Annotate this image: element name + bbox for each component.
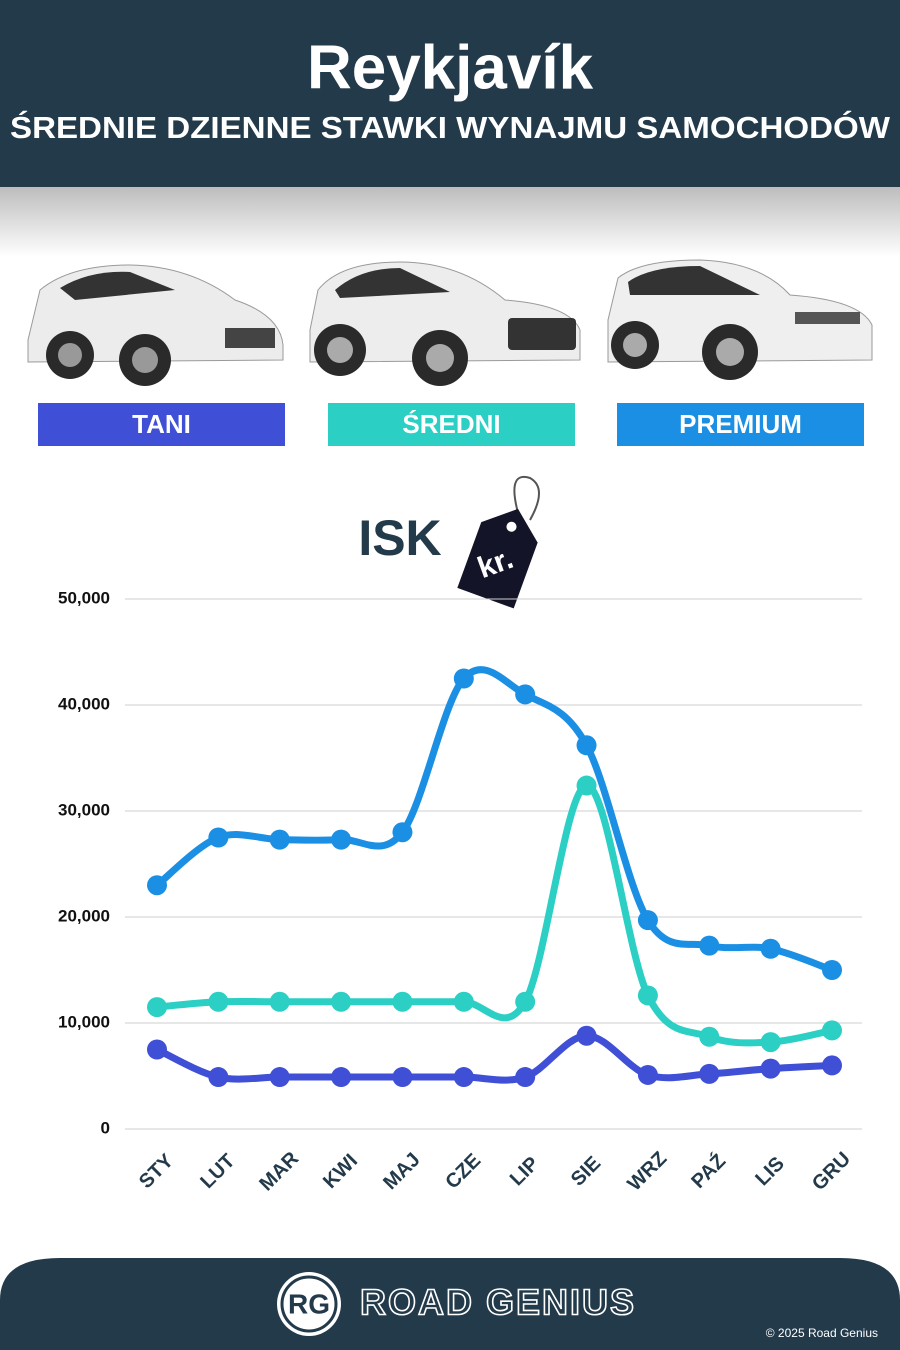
data-point [699,935,720,956]
subtitle: ŚREDNIE DZIENNE STAWKI WYNAJMU SAMOCHODÓ… [10,109,891,145]
data-point [269,1067,290,1088]
data-point [637,1064,658,1085]
data-point [576,1025,597,1046]
data-point [208,991,229,1012]
data-point [453,668,474,689]
footer [0,1258,900,1350]
data-point [269,991,290,1012]
header [0,0,900,187]
data-point [699,1063,720,1084]
data-point [760,938,781,959]
x-tick-label: GRU [808,1148,855,1195]
x-tick-label: LIS [751,1153,789,1191]
data-point [147,997,167,1018]
data-point [822,960,842,980]
data-point [822,1055,842,1076]
x-tick-label: MAJ [379,1149,424,1194]
data-point [515,991,536,1012]
logo-ring [280,1275,338,1333]
x-tick-label: CZE [441,1150,485,1194]
logo-text: RG [288,1288,330,1319]
data-point [453,1067,474,1088]
unit-label: ISK [358,510,441,566]
data-point [392,1067,413,1088]
data-point [760,1058,781,1079]
logo-circle [277,1272,341,1336]
series-line [153,782,836,1047]
x-tick-label: PAŹ [687,1149,730,1192]
data-point [331,829,352,850]
title: Reykjavík [307,33,594,102]
y-tick-label: 30,000 [58,800,110,819]
data-point [699,1026,720,1047]
series-line [153,666,836,974]
data-point [331,1067,352,1088]
data-point [392,991,413,1012]
data-point [515,684,536,705]
y-tick-label: 40,000 [58,694,110,713]
data-point [822,1020,842,1041]
x-tick-label: SIE [567,1152,605,1190]
y-tick-label: 0 [101,1118,110,1137]
legend-label: ŚREDNI [402,409,500,439]
x-tick-label: MAR [255,1147,303,1195]
data-point [331,991,352,1012]
data-point [576,735,597,756]
car-midsize [309,261,581,386]
data-point [392,822,413,843]
legend-swatch [617,403,864,446]
legend-swatch [328,403,575,446]
copyright: © 2025 Road Genius [766,1326,878,1340]
x-tick-label: LIP [506,1153,544,1191]
legend-label: TANI [132,409,191,439]
data-point [147,875,167,896]
x-tick-label: WRZ [624,1148,672,1196]
header-shadow [0,187,900,257]
data-point [453,991,474,1012]
legend-swatch [38,403,285,446]
x-tick-label: KWI [319,1150,362,1193]
x-tick-label: LUT [196,1150,239,1193]
data-point [208,1067,229,1088]
y-tick-label: 20,000 [58,906,110,925]
data-point [637,985,658,1006]
car-premium [607,259,873,380]
y-tick-label: 10,000 [58,1012,110,1031]
x-tick-label: STY [135,1149,179,1193]
car-economy [27,264,284,386]
data-point [760,1032,781,1053]
data-point [208,827,229,848]
data-point [515,1067,536,1088]
brand-name: ROAD GENIUS [360,1282,636,1323]
price-tag: kr. [457,475,540,609]
data-point [269,829,290,850]
legend-label: PREMIUM [679,409,802,439]
y-tick-label: 50,000 [58,588,110,607]
car-images [27,259,873,386]
data-point [576,775,597,796]
data-point [147,1039,167,1060]
data-point [637,910,658,931]
